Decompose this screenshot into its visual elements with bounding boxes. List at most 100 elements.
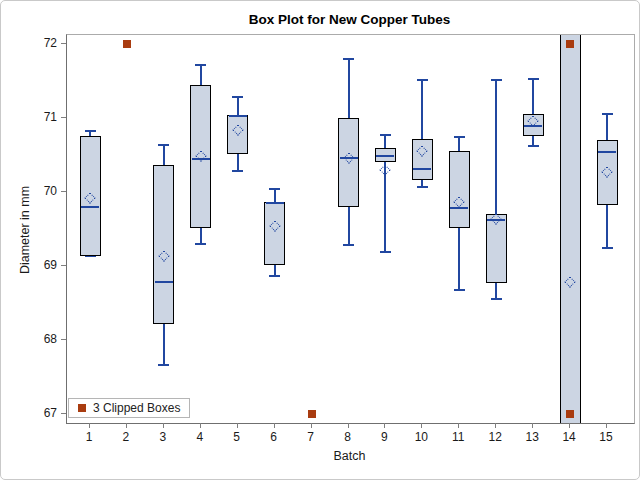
x-axis-tick — [311, 423, 312, 428]
box — [153, 165, 174, 324]
x-axis-tick — [606, 423, 607, 428]
x-tick-label: 11 — [443, 430, 473, 444]
y-axis-tick — [61, 43, 66, 44]
x-tick-label: 1 — [74, 430, 104, 444]
y-axis-tick — [61, 191, 66, 192]
upper-whisker-cap — [269, 188, 280, 190]
box — [449, 151, 470, 227]
upper-whisker — [532, 79, 534, 115]
x-tick-label: 13 — [517, 430, 547, 444]
lower-whisker-cap — [380, 251, 391, 253]
upper-whisker — [163, 145, 165, 166]
x-tick-label: 6 — [259, 430, 289, 444]
x-tick-label: 7 — [296, 430, 326, 444]
x-axis-tick — [274, 423, 275, 428]
upper-whisker-cap — [195, 64, 206, 66]
upper-whisker-cap — [85, 130, 96, 132]
y-tick-label: 72 — [23, 36, 57, 50]
x-axis-tick — [348, 423, 349, 428]
lower-whisker — [458, 228, 460, 291]
y-tick-label: 70 — [23, 184, 57, 198]
clipped-box-marker-icon — [123, 40, 131, 48]
lower-whisker-cap — [528, 145, 539, 147]
x-tick-label: 9 — [369, 430, 399, 444]
lower-whisker-cap — [417, 186, 428, 188]
upper-whisker-cap — [491, 79, 502, 81]
upper-whisker-cap — [454, 136, 465, 138]
x-tick-label: 2 — [111, 430, 141, 444]
chart-title: Box Plot for New Copper Tubes — [66, 12, 633, 27]
x-axis-tick — [495, 423, 496, 428]
upper-whisker — [274, 189, 276, 202]
upper-whisker-cap — [528, 78, 539, 80]
clipped-box-marker-icon — [566, 410, 574, 418]
y-tick-label: 67 — [23, 406, 57, 420]
upper-whisker — [606, 114, 608, 141]
box — [486, 214, 507, 283]
upper-whisker-cap — [602, 113, 613, 115]
box — [264, 202, 285, 265]
y-axis-tick — [61, 265, 66, 266]
lower-whisker — [200, 228, 202, 244]
y-tick-label: 68 — [23, 332, 57, 346]
plot-area — [66, 34, 635, 424]
x-tick-label: 3 — [148, 430, 178, 444]
box — [560, 35, 581, 423]
upper-whisker-cap — [158, 144, 169, 146]
upper-whisker — [348, 59, 350, 118]
y-tick-label: 69 — [23, 258, 57, 272]
upper-whisker — [237, 97, 239, 116]
median-line — [229, 115, 247, 117]
x-tick-label: 14 — [554, 430, 584, 444]
upper-whisker — [458, 137, 460, 152]
median-line — [376, 155, 394, 157]
lower-whisker — [495, 283, 497, 299]
upper-whisker — [495, 80, 497, 215]
clipped-box-marker-icon — [78, 404, 86, 412]
lower-whisker-cap — [491, 298, 502, 300]
lower-whisker-cap — [158, 364, 169, 366]
x-axis-tick — [126, 423, 127, 428]
upper-whisker-cap — [417, 79, 428, 81]
mean-diamond-icon — [380, 164, 391, 175]
clipped-box-marker-icon — [566, 40, 574, 48]
median-line — [155, 281, 173, 283]
lower-whisker-cap — [602, 247, 613, 249]
lower-whisker-cap — [195, 243, 206, 245]
x-tick-label: 15 — [591, 430, 621, 444]
lower-whisker — [163, 324, 165, 365]
y-axis-tick — [61, 117, 66, 118]
x-tick-label: 10 — [406, 430, 436, 444]
x-tick-label: 12 — [480, 430, 510, 444]
upper-whisker-cap — [380, 134, 391, 136]
y-axis-tick — [61, 413, 66, 414]
upper-whisker-cap — [343, 58, 354, 60]
clipped-box-marker-icon — [308, 410, 316, 418]
lower-whisker-cap — [454, 289, 465, 291]
x-axis-title: Batch — [66, 449, 633, 463]
upper-whisker-cap — [232, 96, 243, 98]
y-axis-tick — [61, 339, 66, 340]
lower-whisker — [237, 154, 239, 170]
x-axis-tick — [237, 423, 238, 428]
lower-whisker-cap — [343, 244, 354, 246]
x-tick-label: 4 — [185, 430, 215, 444]
median-line — [598, 151, 616, 153]
x-axis-tick — [532, 423, 533, 428]
x-tick-label: 8 — [333, 430, 363, 444]
y-tick-label: 71 — [23, 110, 57, 124]
x-axis-tick — [89, 423, 90, 428]
legend-label: 3 Clipped Boxes — [93, 401, 180, 415]
legend: 3 Clipped Boxes — [68, 398, 190, 418]
median-line — [413, 168, 431, 170]
median-line — [266, 202, 284, 204]
x-axis-tick — [458, 423, 459, 428]
lower-whisker — [348, 207, 350, 245]
lower-whisker — [606, 205, 608, 248]
x-axis-tick — [200, 423, 201, 428]
upper-whisker — [200, 65, 202, 85]
upper-whisker — [384, 135, 386, 148]
median-line — [81, 206, 99, 208]
x-axis-tick — [569, 423, 570, 428]
boxplot-figure: Box Plot for New Copper Tubes Diameter i… — [0, 0, 640, 480]
